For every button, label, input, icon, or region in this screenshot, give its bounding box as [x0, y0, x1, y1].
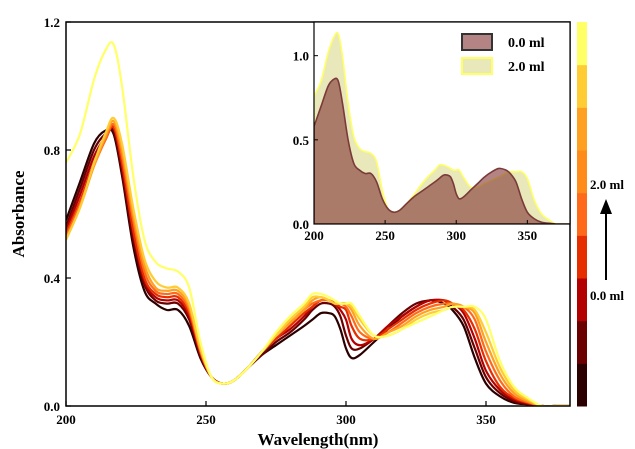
- inset-x-tick-label: 200: [304, 228, 324, 243]
- series-line-0: [66, 127, 570, 406]
- main-x-ticks: 200 250 300 350: [56, 401, 496, 427]
- x-axis-title: Wavelength(nm): [258, 430, 379, 449]
- legend-swatch-0ml: [461, 33, 493, 51]
- x-tick-label: 350: [476, 412, 496, 427]
- colorbar-cell: [577, 278, 587, 322]
- colorbar-cell: [577, 64, 587, 108]
- y-tick-label: 0.4: [44, 271, 61, 286]
- legend-swatch-2ml: [461, 57, 493, 75]
- y-tick-label: 1.2: [44, 15, 60, 30]
- inset-y-tick-label: 0.5: [293, 133, 310, 148]
- main-series-lines: [66, 40, 570, 406]
- series-line-7: [66, 40, 570, 406]
- colorbar-cell: [577, 107, 587, 151]
- legend-label-2ml: 2.0 ml: [508, 60, 545, 75]
- inset-x-tick-label: 350: [518, 228, 538, 243]
- series-line-1: [66, 127, 570, 406]
- inset-x-tick-label: 300: [446, 228, 466, 243]
- inset-plot: 200 250 300 350 0.0 0.5 1.0 0.0 ml 2.0 ml: [293, 21, 571, 243]
- series-line-6: [66, 116, 570, 406]
- colorbar-cells: [577, 22, 587, 407]
- legend-label-0ml: 0.0 ml: [508, 36, 545, 51]
- inset-series-areas: [314, 31, 570, 224]
- x-tick-label: 300: [336, 412, 356, 427]
- inset-x-tick-label: 250: [375, 228, 395, 243]
- colorbar-cell: [577, 192, 587, 236]
- main-y-ticks: 0.0 0.4 0.8 1.2: [44, 15, 71, 414]
- inset-plot-frame: [313, 21, 571, 225]
- x-tick-label: 200: [56, 412, 76, 427]
- colorbar-label-bottom: 0.0 ml: [590, 288, 624, 303]
- series-line-4: [66, 122, 570, 406]
- x-tick-label: 250: [196, 412, 216, 427]
- colorbar-cell: [577, 320, 587, 364]
- inset-x-ticks: 200 250 300 350: [304, 220, 537, 243]
- inset-legend: 0.0 ml 2.0 ml: [461, 33, 545, 75]
- y-tick-label: 0.8: [44, 143, 61, 158]
- colorbar-cell: [577, 363, 587, 407]
- arrow-up-icon: [600, 199, 612, 280]
- y-tick-label: 0.0: [44, 399, 60, 414]
- colorbar-cell: [577, 22, 587, 66]
- inset-y-ticks: 0.0 0.5 1.0: [293, 49, 318, 232]
- inset-area-0ml: [314, 77, 570, 224]
- main-plot: 200 250 300 350 0.0 0.4 0.8 1.2 Wavelength(nm)…: [9, 15, 571, 449]
- colorbar-cell: [577, 150, 587, 194]
- inset-y-tick-label: 0.0: [293, 217, 309, 232]
- y-axis-title: Absorbance: [9, 170, 28, 257]
- colorbar-label-top: 2.0 ml: [590, 177, 624, 192]
- colorbar: 2.0 ml 0.0 ml: [577, 22, 624, 407]
- colorbar-cell: [577, 235, 587, 279]
- inset-y-tick-label: 1.0: [293, 49, 309, 64]
